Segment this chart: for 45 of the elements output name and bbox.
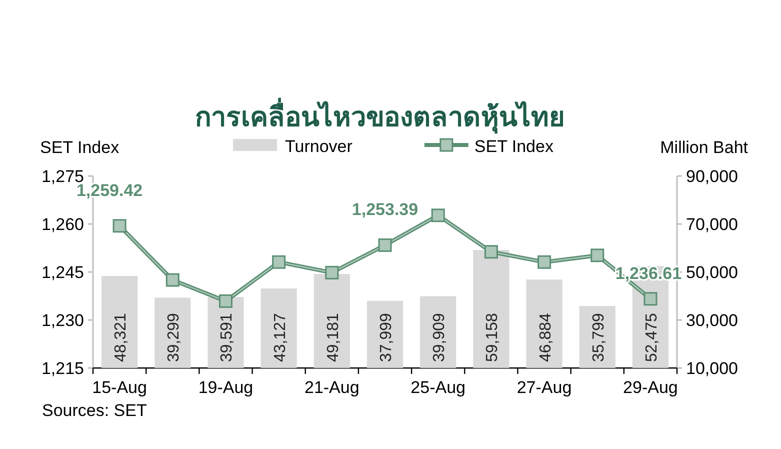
legend-label: Turnover [285,137,353,156]
data-label: 43,127 [272,312,289,362]
y2-tick-label: 50,000 [686,263,738,282]
x-tick-label: 19-Aug [198,378,254,397]
point [644,292,658,306]
data-label: 1,253.39 [352,200,418,220]
x-tick-label: 21-Aug [304,378,360,397]
y2-axis-title: Million Baht [660,138,748,157]
data-label: 39,299 [166,312,183,362]
x-tick-label: 15-Aug [92,378,147,397]
data-label: 35,799 [590,312,608,362]
y2-tick-label: 10,000 [686,359,738,378]
x-tick-label: 29-Aug [623,378,678,397]
legend-label: SET Index [474,137,554,156]
x-tick-label: 25-Aug [410,378,466,397]
y-tick-label: 1,245 [41,263,84,282]
y-tick-label: 1,215 [41,359,84,378]
point [538,255,552,269]
y-tick-label: 1,260 [41,215,84,234]
point [272,255,286,269]
y-tick-label: 1,275 [41,167,84,186]
point [166,273,180,287]
point [112,219,126,233]
x-tick-label: 27-Aug [516,378,572,397]
chart-title: การเคลื่อนไหวของตลาดหุ้นไทย [195,97,565,134]
y-axis-title: SET Index [40,138,120,157]
point [484,245,498,259]
data-label: 46,884 [537,312,554,362]
data-label: 39,909 [431,312,448,362]
point [378,238,392,252]
data-label: 48,321 [112,312,130,362]
data-label: 39,591 [218,312,236,362]
y-tick-label: 1,230 [41,311,84,330]
point [431,208,445,222]
y2-tick-label: 70,000 [686,215,738,234]
point [218,294,232,308]
point [325,266,339,280]
y2-tick-label: 30,000 [686,311,738,330]
y2-tick-label: 90,000 [686,167,738,186]
data-label: 49,181 [324,312,342,362]
point [590,248,604,262]
source-note: Sources: SET [42,401,147,420]
data-label: 59,158 [484,312,502,362]
data-label: 37,999 [378,312,395,362]
data-label: 52,475 [643,312,660,362]
